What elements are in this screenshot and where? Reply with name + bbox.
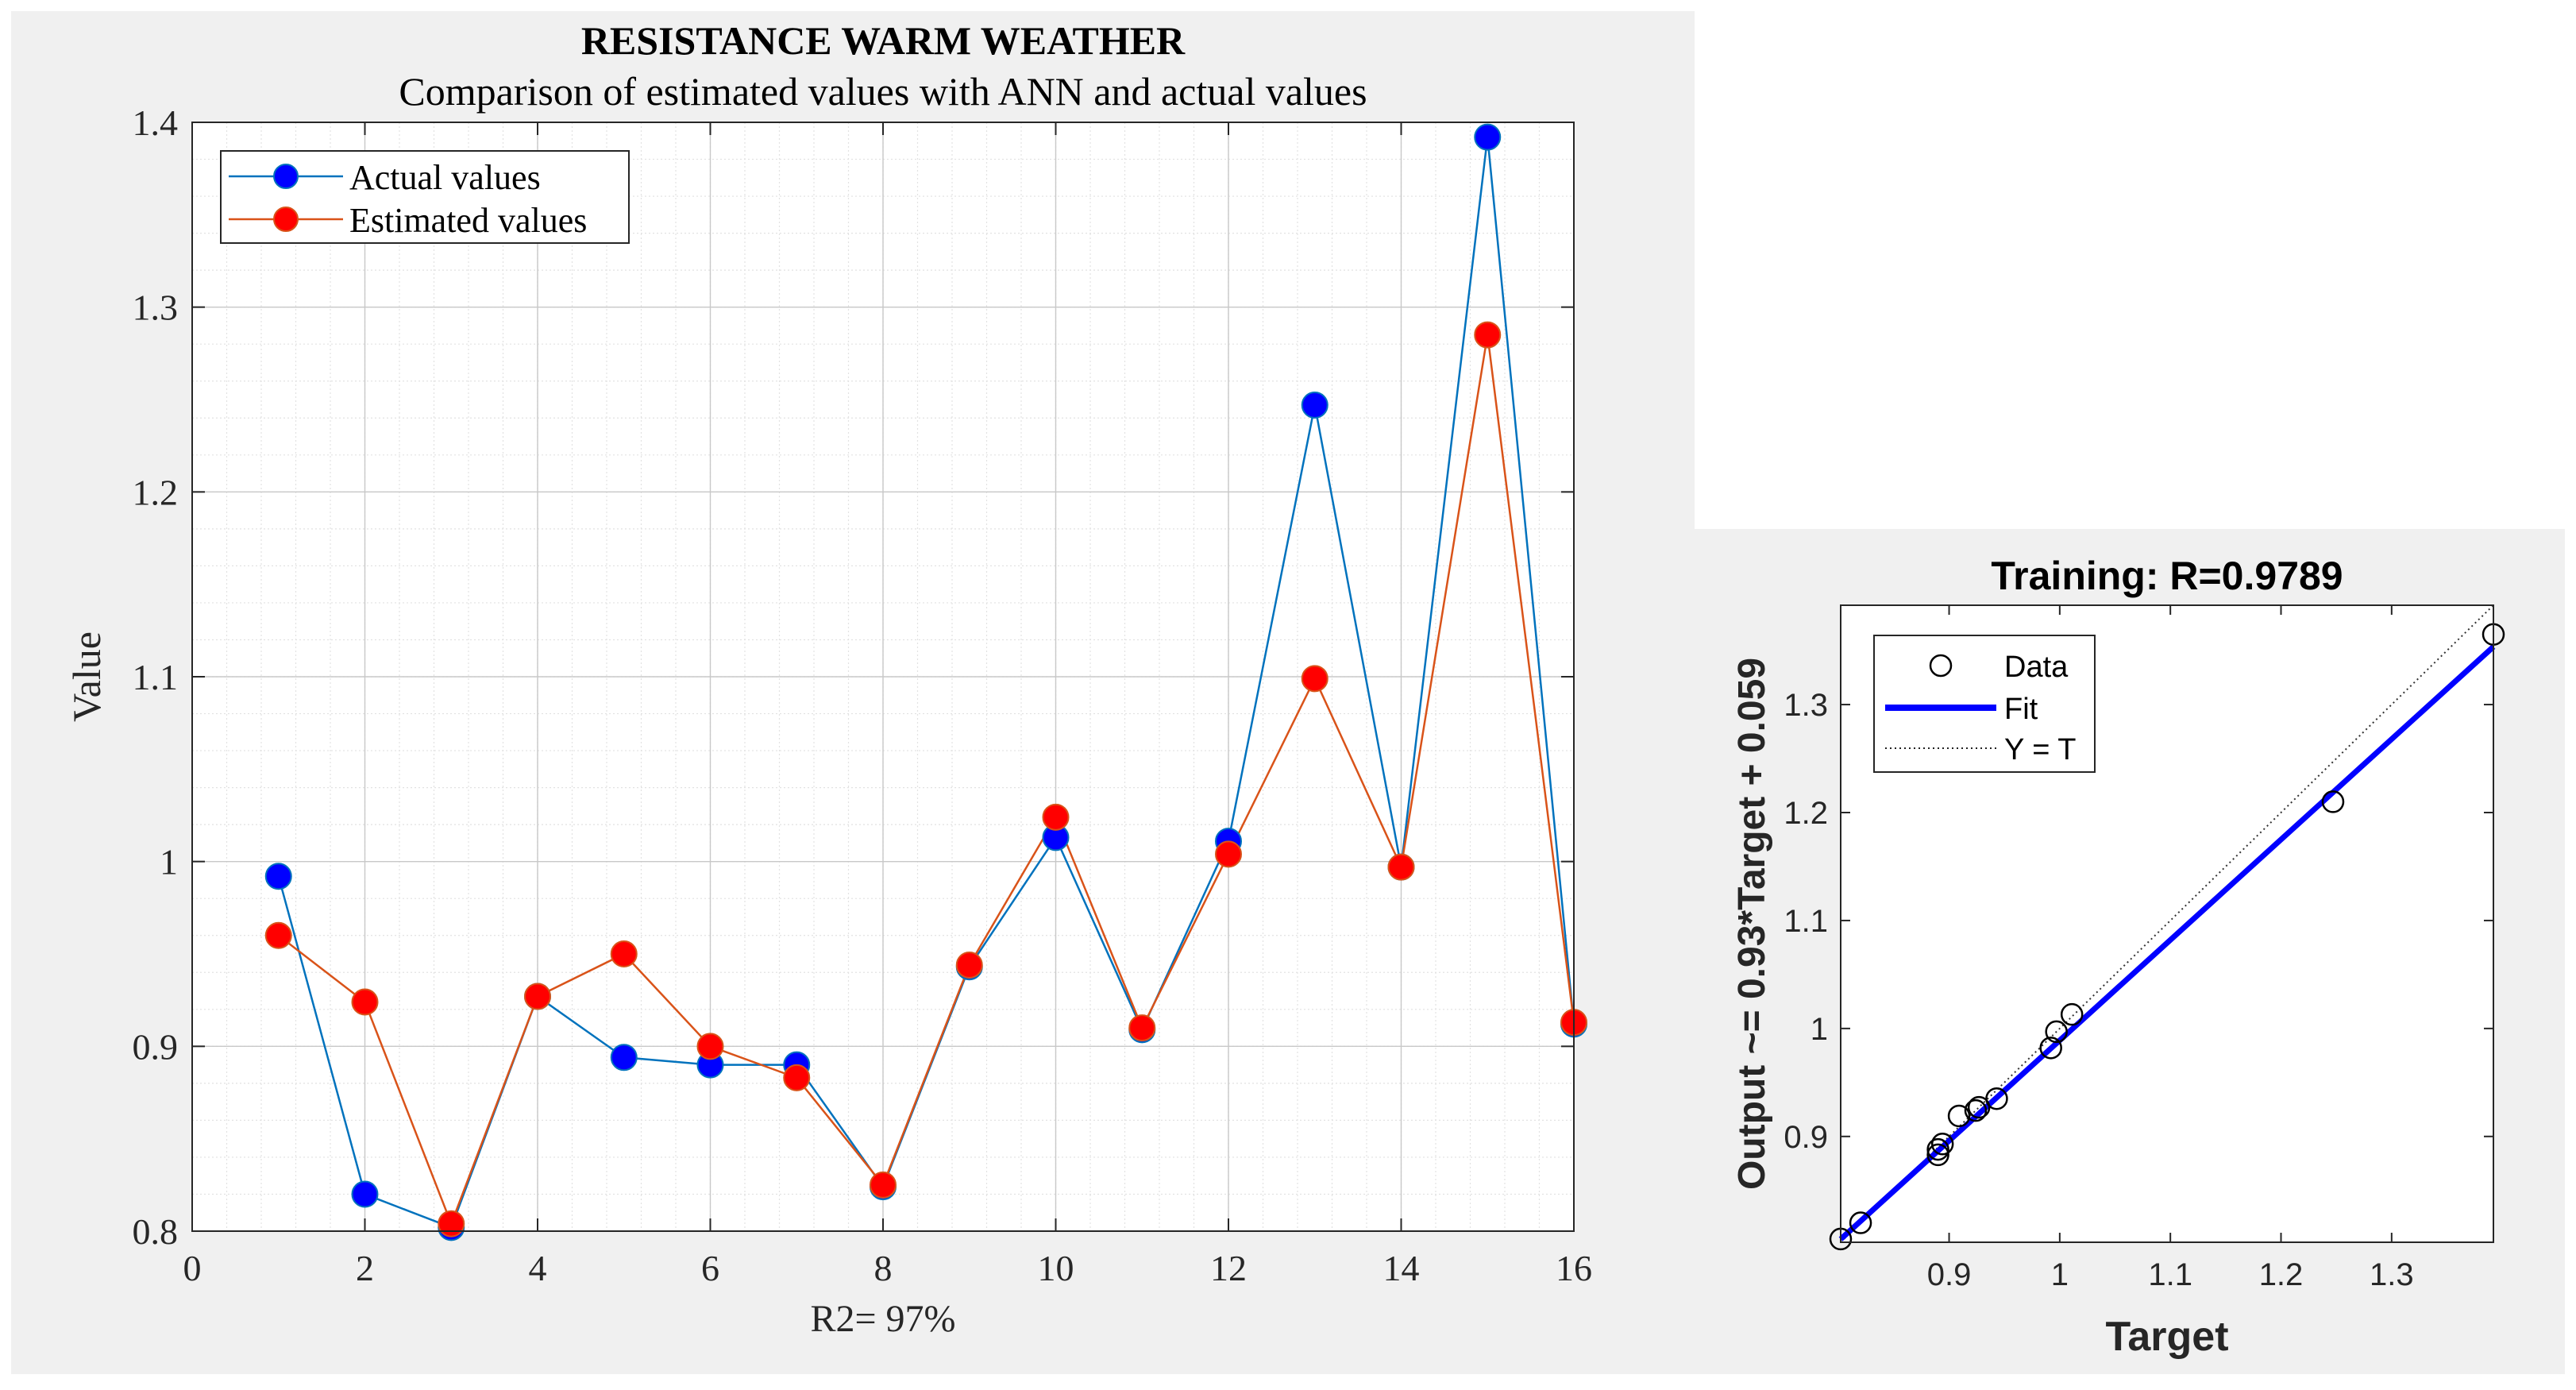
left-y-tick-label: 1.4 [133,102,179,143]
left-x-tick-label: 10 [1038,1248,1074,1288]
right-fit-lines [1838,604,2496,1243]
left-y-axis-label: Value [64,631,109,722]
right-y-tick-labels: 0.9 1 1.1 1.2 1.3 [1784,688,1828,1155]
left-series-lines [277,136,1575,1229]
estimated-value-marker [955,951,983,979]
estimated-value-marker [783,1064,811,1091]
left-x-tick-label: 8 [874,1248,893,1288]
estimated-value-marker [438,1210,465,1237]
actual-value-marker [1474,123,1502,151]
right-x-tick-label: 1.2 [2259,1257,2304,1292]
left-x-tick-label: 2 [356,1248,374,1288]
right-y-axis-label: Output ~= 0.93*Target + 0.059 [1731,658,1773,1190]
data-point [1985,1087,2008,1110]
estimated-value-marker [524,983,551,1010]
right-x-tick-label: 0.9 [1927,1257,1972,1292]
left-y-tick-label: 1.1 [133,657,179,697]
data-point [2039,1037,2062,1060]
estimated-value-marker [610,940,638,967]
left-x-tick-label: 4 [529,1248,547,1288]
left-x-tick-labels: 0 2 4 6 8 10 12 14 16 [183,1248,1593,1288]
fit-line [1838,644,2496,1241]
left-x-tick-label: 12 [1210,1248,1247,1288]
estimated-value-marker [1387,853,1415,881]
right-y-tick-label: 0.9 [1784,1120,1828,1155]
left-x-axis-label: R2= 97% [810,1298,955,1340]
legend-actual-marker [273,164,299,189]
estimated-value-marker [351,988,379,1016]
left-legend: Actual values Estimated values [220,150,630,244]
right-x-tick-label: 1.3 [2370,1257,2414,1292]
estimated-value-marker [1474,321,1502,349]
right-legend: Data Fit Y = T [1873,635,2096,773]
right-x-tick-labels: 0.9 1 1.1 1.2 1.3 [1927,1257,2414,1292]
right-y-tick-label: 1.3 [1784,688,1828,723]
legend-estimated-marker [273,207,299,232]
legend-actual-label: Actual values [349,158,541,197]
left-figure: 0 2 4 6 8 10 12 14 16 0.8 0.9 1 1.1 1.2 1.3 1.4 RESIST… [11,11,1695,1374]
left-y-tick-label: 1.2 [133,472,179,512]
left-y-tick-label: 1 [160,842,178,882]
actual-value-marker [610,1044,638,1071]
left-x-tick-label: 0 [183,1248,202,1288]
left-series-markers [264,123,1587,1241]
right-x-tick-label: 1 [2051,1257,2069,1292]
right-axes-box [1840,604,2494,1243]
estimated-value-marker [264,921,292,949]
legend-fit-label: Fit [2004,693,2038,726]
left-y-tick-label: 0.8 [133,1211,179,1252]
left-chart-subtitle: Comparison of estimated values with ANN … [399,69,1367,114]
data-point [2045,1020,2068,1044]
data-point [2321,790,2345,813]
left-x-tick-label: 14 [1383,1248,1420,1288]
left-chart-title: RESISTANCE WARM WEATHER [581,18,1186,63]
left-x-tick-label: 6 [701,1248,719,1288]
legend-identity-label: Y = T [2004,733,2077,766]
data-point [1926,1143,1949,1167]
left-x-tick-label: 16 [1556,1248,1592,1288]
right-y-tick-label: 1 [1811,1012,1828,1047]
data-point [1964,1098,1988,1122]
data-point [2060,1002,2084,1026]
data-point [1926,1137,1949,1161]
actual-value-marker [1301,391,1328,419]
estimated-values-line [277,334,1575,1225]
right-chart-title: Training: R=0.9789 [1991,554,2343,598]
right-data-points [1829,623,2505,1251]
estimated-value-marker [1128,1014,1156,1042]
actual-value-marker [351,1180,379,1208]
right-y-tick-label: 1.2 [1784,796,1828,831]
legend-data-marker [1929,654,1953,678]
data-point [1930,1133,1954,1156]
left-ticks [191,122,1575,1232]
data-point [1849,1211,1872,1234]
right-x-tick-label: 1.1 [2148,1257,2192,1292]
left-y-tick-label: 0.9 [133,1026,179,1067]
left-y-tick-labels: 0.8 0.9 1 1.1 1.2 1.3 1.4 [133,102,179,1252]
estimated-value-marker [870,1171,897,1199]
data-point [1947,1104,1971,1128]
estimated-value-marker [1215,840,1242,868]
data-point [1967,1095,1991,1119]
legend-data-label: Data [2004,651,2069,684]
left-y-tick-label: 1.3 [133,288,179,328]
right-ticks [1841,605,2493,1242]
right-figure: 0.9 1 1.1 1.2 1.3 0.9 1 1.1 1.2 1.3 Training: R=… [1695,529,2565,1374]
right-legend-box [1873,635,2096,773]
estimated-value-marker [1042,803,1070,831]
right-y-tick-label: 1.1 [1784,904,1828,939]
actual-value-marker [264,863,292,890]
estimated-value-marker [696,1033,724,1060]
legend-estimated-label: Estimated values [349,201,587,240]
right-x-axis-label: Target [2105,1314,2228,1360]
estimated-value-marker [1301,665,1328,693]
